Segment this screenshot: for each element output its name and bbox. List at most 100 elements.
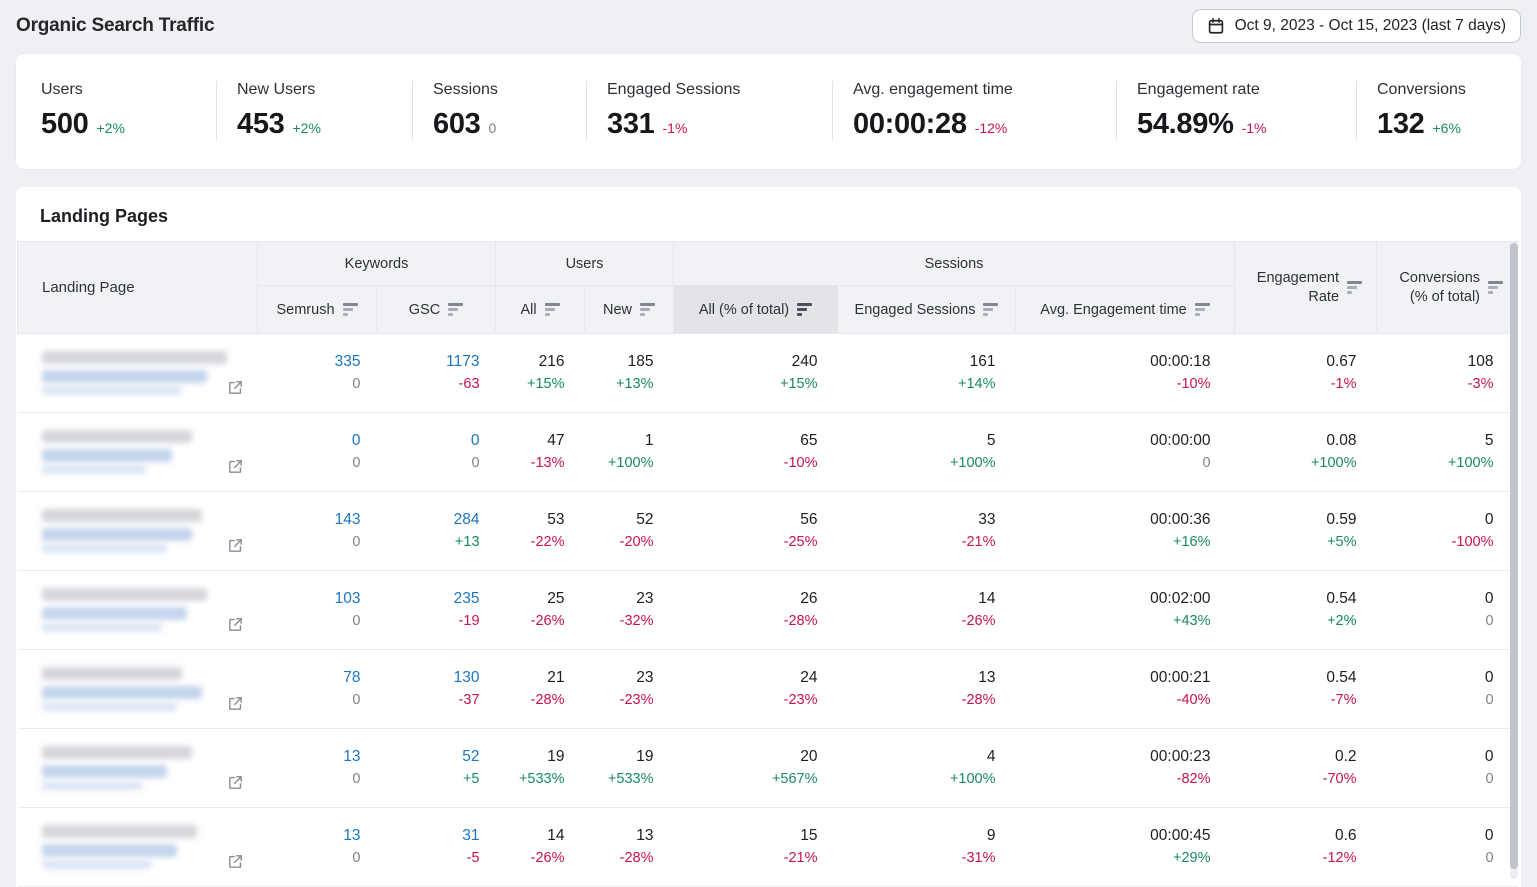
kpi-value: 603 0	[433, 108, 497, 140]
cell-kw-gsc: 284 +13	[376, 491, 496, 571]
landing-page-url-redacted[interactable]	[41, 370, 207, 383]
cell-delta: -70%	[1322, 771, 1357, 788]
cell-users-all: 21 -28%	[495, 649, 585, 729]
column-header-users-all[interactable]: All	[495, 285, 586, 334]
cell-value[interactable]: 143	[334, 511, 361, 528]
cell-delta: -7%	[1330, 692, 1357, 709]
external-link-icon[interactable]	[227, 616, 244, 633]
cell-engagement-rate: 0.08 +100%	[1234, 412, 1377, 492]
sort-icon[interactable]	[640, 303, 656, 316]
cell-sessions-all-pct: 20 +567%	[673, 728, 838, 808]
column-label: Engaged Sessions	[854, 301, 976, 318]
sort-icon[interactable]	[1194, 303, 1210, 316]
sort-icon[interactable]	[448, 303, 464, 316]
kpi-value: 132 +6%	[1377, 108, 1461, 140]
cell-value[interactable]: 13	[343, 748, 361, 765]
cell-delta: +100%	[607, 455, 654, 472]
cell-users-all: 14 -26%	[495, 807, 585, 887]
landing-page-url-redacted[interactable]	[41, 449, 172, 462]
sort-icon[interactable]	[983, 303, 999, 316]
landing-page-title-redacted	[41, 588, 207, 601]
cell-value[interactable]: 1173	[446, 353, 480, 370]
landing-page-url-redacted[interactable]	[41, 528, 192, 541]
external-link-icon[interactable]	[227, 458, 244, 475]
cell-delta: -32%	[619, 613, 654, 630]
cell-value: 161	[969, 353, 996, 370]
external-link-icon[interactable]	[227, 695, 244, 712]
cell-users-all: 19 +533%	[495, 728, 585, 808]
cell-value[interactable]: 0	[351, 432, 361, 449]
kpi-label: Avg. engagement time	[853, 81, 1013, 98]
cell-sessions-engaged: 5 +100%	[837, 412, 1016, 492]
cell-sessions-engaged: 9 -31%	[837, 807, 1016, 887]
kpi-value: 00:00:28 -12%	[853, 108, 1008, 140]
cell-users-new: 1 +100%	[584, 412, 674, 492]
cell-delta: -100%	[1451, 534, 1494, 551]
cell-value[interactable]: 235	[453, 590, 480, 607]
cell-value[interactable]: 130	[453, 669, 480, 686]
sort-icon[interactable]	[1347, 281, 1363, 294]
kpi-label: Engagement rate	[1137, 81, 1260, 98]
cell-conversions: 0 -100%	[1376, 491, 1518, 571]
column-header-users-new[interactable]: New	[584, 285, 675, 334]
landing-page-url-redacted[interactable]	[41, 765, 167, 778]
external-link-icon[interactable]	[227, 537, 244, 554]
landing-page-title-redacted	[41, 351, 227, 364]
sort-icon[interactable]	[544, 303, 560, 316]
column-header-sessions-all-pct[interactable]: All (% of total)	[673, 285, 839, 334]
external-link-icon[interactable]	[227, 774, 244, 791]
cell-value[interactable]: 31	[462, 827, 480, 844]
column-label: New	[603, 301, 633, 318]
cell-value[interactable]: 78	[343, 669, 361, 686]
cell-value: 0.54	[1326, 590, 1357, 607]
cell-delta: -82%	[1176, 771, 1211, 788]
cell-value: 13	[636, 827, 654, 844]
column-header-avg-engagement-time[interactable]: Avg. Engagement time	[1015, 285, 1236, 334]
scrollbar-thumb[interactable]	[1510, 243, 1518, 869]
external-link-icon[interactable]	[227, 379, 244, 396]
cell-value: 0.54	[1326, 669, 1357, 686]
cell-avg-engagement-time: 00:00:21 -40%	[1015, 649, 1235, 729]
column-header-sessions-engaged[interactable]: Engaged Sessions	[837, 285, 1017, 334]
landing-page-url-redacted[interactable]	[41, 686, 202, 699]
landing-page-url-redacted-line2	[41, 623, 162, 632]
cell-kw-semrush: 103 0	[257, 570, 377, 650]
kpi-delta: +2%	[96, 120, 125, 136]
sort-icon[interactable]	[1488, 281, 1504, 294]
column-header-conversions[interactable]: Conversions (% of total)	[1376, 241, 1519, 334]
landing-page-url-redacted[interactable]	[41, 607, 187, 620]
table-row: 78 0 130 -37 21 -28% 23 -23% 24 -23% 13 -28% 00:00:2…	[17, 649, 1518, 729]
cell-value: 216	[538, 353, 565, 370]
cell-sessions-engaged: 161 +14%	[837, 333, 1016, 413]
cell-engagement-rate: 0.54 +2%	[1234, 570, 1377, 650]
landing-page-url-redacted-line2	[41, 702, 177, 711]
column-header-kw-semrush[interactable]: Semrush	[257, 285, 377, 334]
cell-delta: +100%	[949, 771, 996, 788]
column-header-engagement-rate[interactable]: Engagement Rate	[1234, 241, 1378, 334]
cell-value[interactable]: 103	[334, 590, 361, 607]
cell-sessions-engaged: 14 -26%	[837, 570, 1016, 650]
column-header-kw-gsc[interactable]: GSC	[375, 285, 497, 334]
cell-value: 240	[791, 353, 818, 370]
cell-value[interactable]: 0	[470, 432, 480, 449]
kpi-label: Engaged Sessions	[607, 81, 741, 98]
cell-delta: -40%	[1176, 692, 1211, 709]
external-link-icon[interactable]	[227, 853, 244, 870]
cell-kw-semrush: 335 0	[257, 333, 377, 413]
cell-value[interactable]: 284	[453, 511, 480, 528]
cell-value[interactable]: 52	[462, 748, 480, 765]
cell-delta: +15%	[780, 376, 818, 393]
cell-delta: -12%	[1322, 850, 1357, 867]
cell-value[interactable]: 13	[343, 827, 361, 844]
sort-icon[interactable]	[797, 303, 813, 316]
cell-value: 25	[547, 590, 565, 607]
landing-page-url-redacted[interactable]	[41, 844, 177, 857]
cell-kw-gsc: 130 -37	[376, 649, 496, 729]
cell-value[interactable]: 335	[334, 353, 361, 370]
date-range-label: Oct 9, 2023 - Oct 15, 2023 (last 7 days)	[1234, 17, 1506, 34]
vertical-scrollbar[interactable]	[1510, 241, 1518, 879]
date-range-picker[interactable]: Oct 9, 2023 - Oct 15, 2023 (last 7 days)	[1191, 9, 1521, 43]
cell-value: 9	[986, 827, 996, 844]
sort-icon[interactable]	[342, 303, 358, 316]
kpi-value: 331 -1%	[607, 108, 688, 140]
